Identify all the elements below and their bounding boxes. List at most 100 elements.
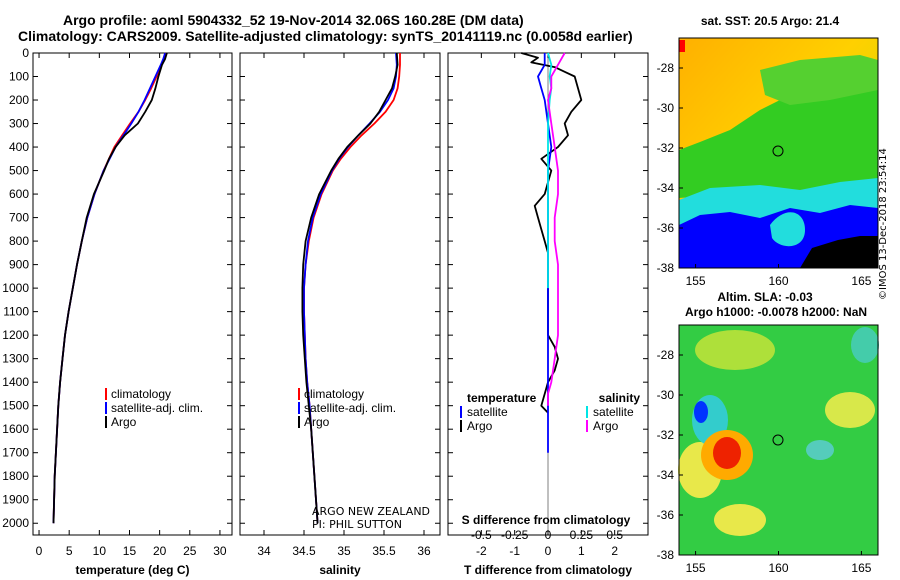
- sla-float-marker: [772, 434, 784, 446]
- depth-tick-label: 600: [9, 187, 29, 201]
- salinity-xtick-label: 36: [417, 544, 431, 558]
- salinity-xtick-label: 34: [257, 544, 271, 558]
- sla_map-ytick-label: -34: [657, 468, 675, 482]
- temperature-xtick-label: 0: [36, 544, 43, 558]
- temperature-legend-label: climatology: [111, 387, 171, 401]
- temperature-legend-label: satellite-adj. clim.: [111, 401, 203, 415]
- temperature-legend-label: Argo: [111, 415, 137, 429]
- diff-legend-temp-swatch: [460, 420, 462, 432]
- s-diff-top-tick-label: 0.25: [570, 528, 594, 542]
- depth-tick-label: 1000: [2, 281, 29, 295]
- depth-tick-label: 1400: [2, 375, 29, 389]
- depth-tick-label: 500: [9, 164, 29, 178]
- sla-yellow-1: [695, 330, 775, 370]
- sst-black-region: [800, 236, 878, 268]
- sst-red-corner: [679, 40, 685, 52]
- salinity-legend-label: climatology: [304, 387, 364, 401]
- sst-cyan-eddy: [770, 212, 805, 247]
- depth-tick-label: 1500: [2, 399, 29, 413]
- temperature-xtick-label: 25: [183, 544, 197, 558]
- differences-series-salinity-satellite: [547, 52, 553, 289]
- sla-yellow-4: [825, 392, 875, 428]
- sst-float-marker: [772, 145, 784, 157]
- depth-tick-label: 1100: [3, 305, 29, 319]
- differences-xtick-label: -2: [476, 544, 487, 558]
- depth-tick-label: 1900: [2, 493, 29, 507]
- sla-red-core: [713, 437, 741, 469]
- sst_map-ytick-label: -34: [657, 181, 675, 195]
- depth-tick-label: 100: [9, 70, 29, 84]
- sst_map-xtick-label: 165: [851, 274, 871, 288]
- sla_map-xtick-label: 155: [686, 561, 706, 575]
- sla_map-ytick-label: -38: [657, 548, 675, 562]
- temperature-legend-swatch: [105, 388, 107, 400]
- salinity-legend-swatch: [298, 402, 300, 414]
- salinity-legend-label: Argo: [304, 415, 330, 429]
- sst_map-ytick-label: -36: [657, 221, 675, 235]
- salinity-xtick-label: 34.5: [292, 544, 316, 558]
- differences-xtick-label: 1: [578, 544, 585, 558]
- temperature-xtick-label: 30: [213, 544, 227, 558]
- salinity-xtick-label: 35.5: [372, 544, 396, 558]
- diff-legend-sal-swatch: [586, 420, 588, 432]
- sst_map-ytick-label: -28: [657, 61, 675, 75]
- figure-title-line2: Climatology: CARS2009. Satellite-adjuste…: [18, 28, 633, 44]
- sst_map-xtick-label: 160: [768, 274, 788, 288]
- sst_map-xtick-label: 155: [686, 274, 706, 288]
- diff-legend-sal-label: Argo: [593, 419, 619, 433]
- sla_map-ytick-label: -36: [657, 508, 675, 522]
- temperature-legend-swatch: [105, 416, 107, 428]
- sla-map-subtitle: Argo h1000: -0.0078 h2000: NaN: [685, 305, 867, 319]
- difference-panel: -2 -1 0 1 2 T difference from climatology S di…: [447, 52, 649, 577]
- diff-legend-sal-label: satellite: [593, 405, 634, 419]
- s-diff-xlabel-top: S difference from climatology: [462, 513, 631, 527]
- sla_map-ytick-label: -30: [657, 388, 675, 402]
- sla-blue-core: [694, 401, 708, 423]
- sla-cyan-3: [806, 440, 834, 460]
- temperature-frame: [32, 52, 233, 536]
- depth-tick-label: 200: [9, 93, 29, 107]
- temperature-series-climatology: [52, 52, 167, 524]
- temperature-xtick-label: 15: [123, 544, 137, 558]
- sla_map-ytick-label: -32: [657, 428, 675, 442]
- differences-xtick-label: 0: [545, 544, 552, 558]
- differences-series-salinity-argo: [547, 52, 566, 406]
- depth-tick-label: 1600: [2, 422, 29, 436]
- salinity-xlabel: salinity: [319, 563, 361, 577]
- differences-xtick-label: -1: [509, 544, 520, 558]
- s-diff-top-tick-label: -0.25: [501, 528, 529, 542]
- sst_map-ytick-label: -38: [657, 261, 675, 275]
- depth-tick-label: 2000: [2, 516, 29, 530]
- temperature-xlabel: temperature (deg C): [75, 563, 189, 577]
- temperature-series-argo: [52, 52, 168, 524]
- differences-xtick-label: 2: [611, 544, 618, 558]
- salinity-series-argo: [301, 52, 399, 524]
- salinity-legend-label: satellite-adj. clim.: [304, 401, 396, 415]
- temperature-xtick-label: 10: [93, 544, 107, 558]
- sla-cyan-2: [851, 327, 879, 363]
- sla_map-xtick-label: 160: [768, 561, 788, 575]
- depth-tick-label: 0: [22, 46, 29, 60]
- diff-legend-sal-swatch: [586, 406, 588, 418]
- depth-tick-label: 300: [9, 117, 29, 131]
- sst-green-north: [760, 55, 878, 105]
- depth-tick-label: 400: [9, 140, 29, 154]
- temperature-xtick-label: 5: [66, 544, 73, 558]
- differences-series-temperature-argo: [521, 52, 583, 414]
- sst-map: sat. SST: 20.5 Argo: 21.4 155 160 165 -28 -3…: [657, 14, 879, 288]
- sla-map: Altim. SLA: -0.03 Argo h1000: -0.0078 h2…: [657, 290, 879, 575]
- salinity-legend-swatch: [298, 416, 300, 428]
- differences-xlabel: T difference from climatology: [464, 563, 632, 577]
- sla-map-title: Altim. SLA: -0.03: [717, 290, 813, 304]
- temperature-panel: 0100200300400500600700800900100011001200…: [2, 46, 233, 577]
- salinity-panel: 34 34.5 35 35.5 36 salinity climatologysatelli…: [239, 52, 441, 577]
- diff-legend-temp-swatch: [460, 406, 462, 418]
- temperature-series-satellite-adj-clim-: [52, 52, 166, 524]
- sla_map-xtick-label: 165: [851, 561, 871, 575]
- sst_map-ytick-label: -32: [657, 141, 675, 155]
- salinity-series-climatology: [303, 53, 401, 524]
- temperature-xtick-label: 20: [153, 544, 167, 558]
- salinity-annotation: ARGO NEW ZEALAND: [312, 505, 430, 518]
- depth-tick-label: 900: [9, 258, 29, 272]
